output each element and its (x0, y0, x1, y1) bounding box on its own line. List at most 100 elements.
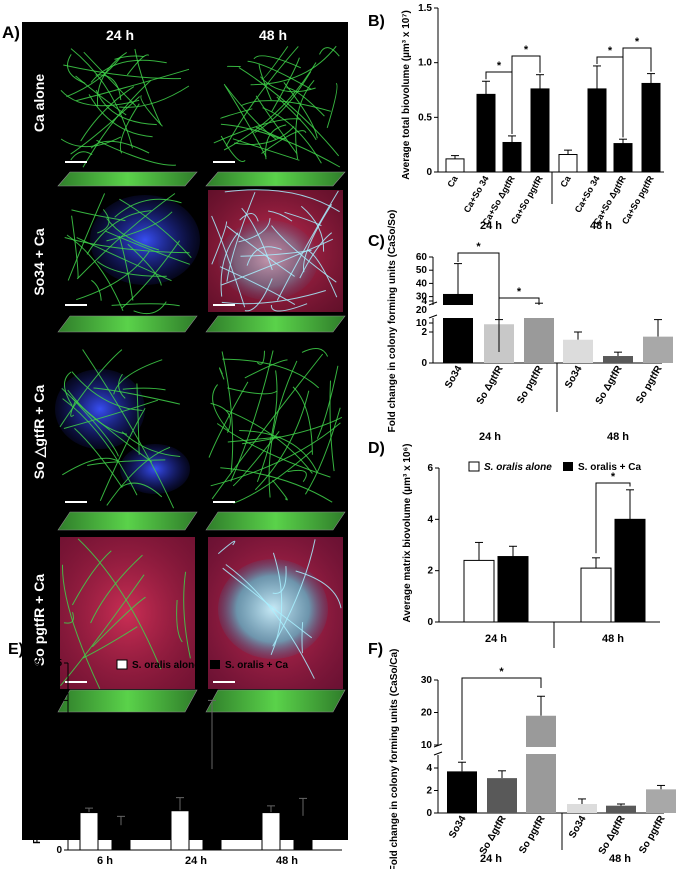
bar (443, 293, 473, 363)
significance-bracket (511, 55, 541, 134)
hypha (91, 279, 102, 301)
y-tick-label: 3 (56, 733, 62, 744)
hypha (265, 124, 287, 160)
bar (524, 316, 554, 363)
biofilm-3d-slab (205, 171, 346, 187)
bar (447, 771, 477, 813)
bar (497, 556, 529, 623)
bar (202, 769, 222, 851)
x-tick-label: So pgtfR (637, 813, 668, 855)
x-tick-label: Ca (558, 173, 573, 189)
hypha (220, 123, 341, 168)
hypha (63, 371, 73, 406)
hypha (303, 204, 333, 273)
chart-e: Fold change gtfR expression (CaSo/So) S.… (32, 656, 342, 867)
bar (445, 158, 465, 173)
chart-c-group-48h: 48 h (607, 431, 629, 443)
hypha (268, 360, 298, 498)
y-tick-label: 30 (416, 292, 428, 303)
significance-bracket-star: * (611, 471, 616, 483)
hypha (71, 209, 126, 222)
biofilm-3d-slab (57, 171, 198, 187)
hypha (238, 218, 271, 243)
hypha (76, 250, 150, 301)
bar (606, 805, 636, 813)
hypha (86, 210, 152, 255)
hypha (76, 237, 172, 282)
hypha (106, 446, 171, 506)
bar (463, 559, 495, 623)
y-tick-label: 4 (426, 763, 432, 774)
hypha (301, 622, 304, 654)
x-tick-label: So ΔgtfR (478, 813, 509, 856)
y-tick-label: 10 (421, 740, 433, 751)
hypha (219, 367, 225, 380)
hypha (223, 62, 317, 151)
hypha (307, 249, 338, 298)
biofilm-3d-slab (205, 511, 346, 531)
y-tick-label: 5 (56, 658, 62, 669)
chart-f-ylabel: Fold change in colony forming units (CaS… (389, 649, 400, 869)
y-tick-label: 0 (427, 617, 433, 628)
x-tick-label: So pgtfR (515, 363, 546, 405)
bar (530, 88, 550, 173)
bar (646, 789, 676, 813)
chart-e-legend-ca: S. oralis + Ca (225, 660, 289, 671)
y-tick-label: 2 (427, 566, 433, 577)
y-tick-label: 60 (416, 252, 428, 263)
hypha (326, 82, 338, 129)
y-tick-label: 40 (416, 278, 428, 289)
x-tick-label: So34 (443, 364, 465, 391)
hypha (254, 390, 310, 491)
hypha (104, 230, 190, 265)
hypha (261, 46, 289, 80)
hypha (276, 190, 339, 301)
biofilm-3d-slab (57, 511, 198, 531)
bar (502, 141, 522, 173)
hypha (71, 371, 143, 411)
hypha (217, 540, 236, 555)
hypha (61, 564, 101, 690)
hypha (127, 243, 162, 286)
panel-d-label: D) (368, 440, 385, 457)
y-tick-label: 20 (421, 708, 433, 719)
axis-break-mark (428, 301, 438, 306)
hypha (287, 469, 307, 482)
y-tick-label: 20 (416, 305, 428, 316)
hypha (183, 571, 191, 659)
hypha (329, 380, 335, 472)
hypha (113, 359, 163, 395)
hypha (74, 428, 123, 488)
hypha (219, 266, 296, 306)
x-tick-label: 6 h (97, 855, 113, 867)
hypha (111, 303, 180, 307)
hypha (272, 566, 287, 594)
hypha (283, 81, 318, 139)
hypha (240, 249, 312, 257)
significance-bracket (595, 482, 631, 554)
bar (476, 93, 496, 173)
significance-bracket-star: * (497, 60, 502, 72)
hypha (62, 457, 119, 476)
hypha (225, 85, 277, 140)
column-header-48h: 48 h (259, 27, 287, 43)
x-tick-label: So34 (447, 814, 469, 841)
chart-b-group-48h: 48 h (590, 220, 612, 232)
chart-c-ylabel: Fold change in colony forming units (CaS… (387, 210, 398, 433)
y-tick-label: 4 (421, 296, 427, 307)
biofilm-3d-slab (57, 315, 198, 333)
y-tick-label: 50 (416, 265, 428, 276)
hypha (176, 599, 183, 643)
biofilm-3d-slab (205, 315, 346, 333)
hypha (118, 235, 134, 301)
hypha (319, 47, 340, 57)
hypha (67, 389, 128, 435)
bar (261, 812, 281, 851)
chart-b: Average total biovolume (µm³ x 10⁷) 24 h… (401, 3, 664, 232)
chart-c: Fold change in colony forming units (CaS… (387, 210, 673, 443)
bar (587, 88, 607, 173)
hypha (106, 211, 173, 242)
hypha (226, 409, 313, 474)
hypha (114, 55, 145, 60)
